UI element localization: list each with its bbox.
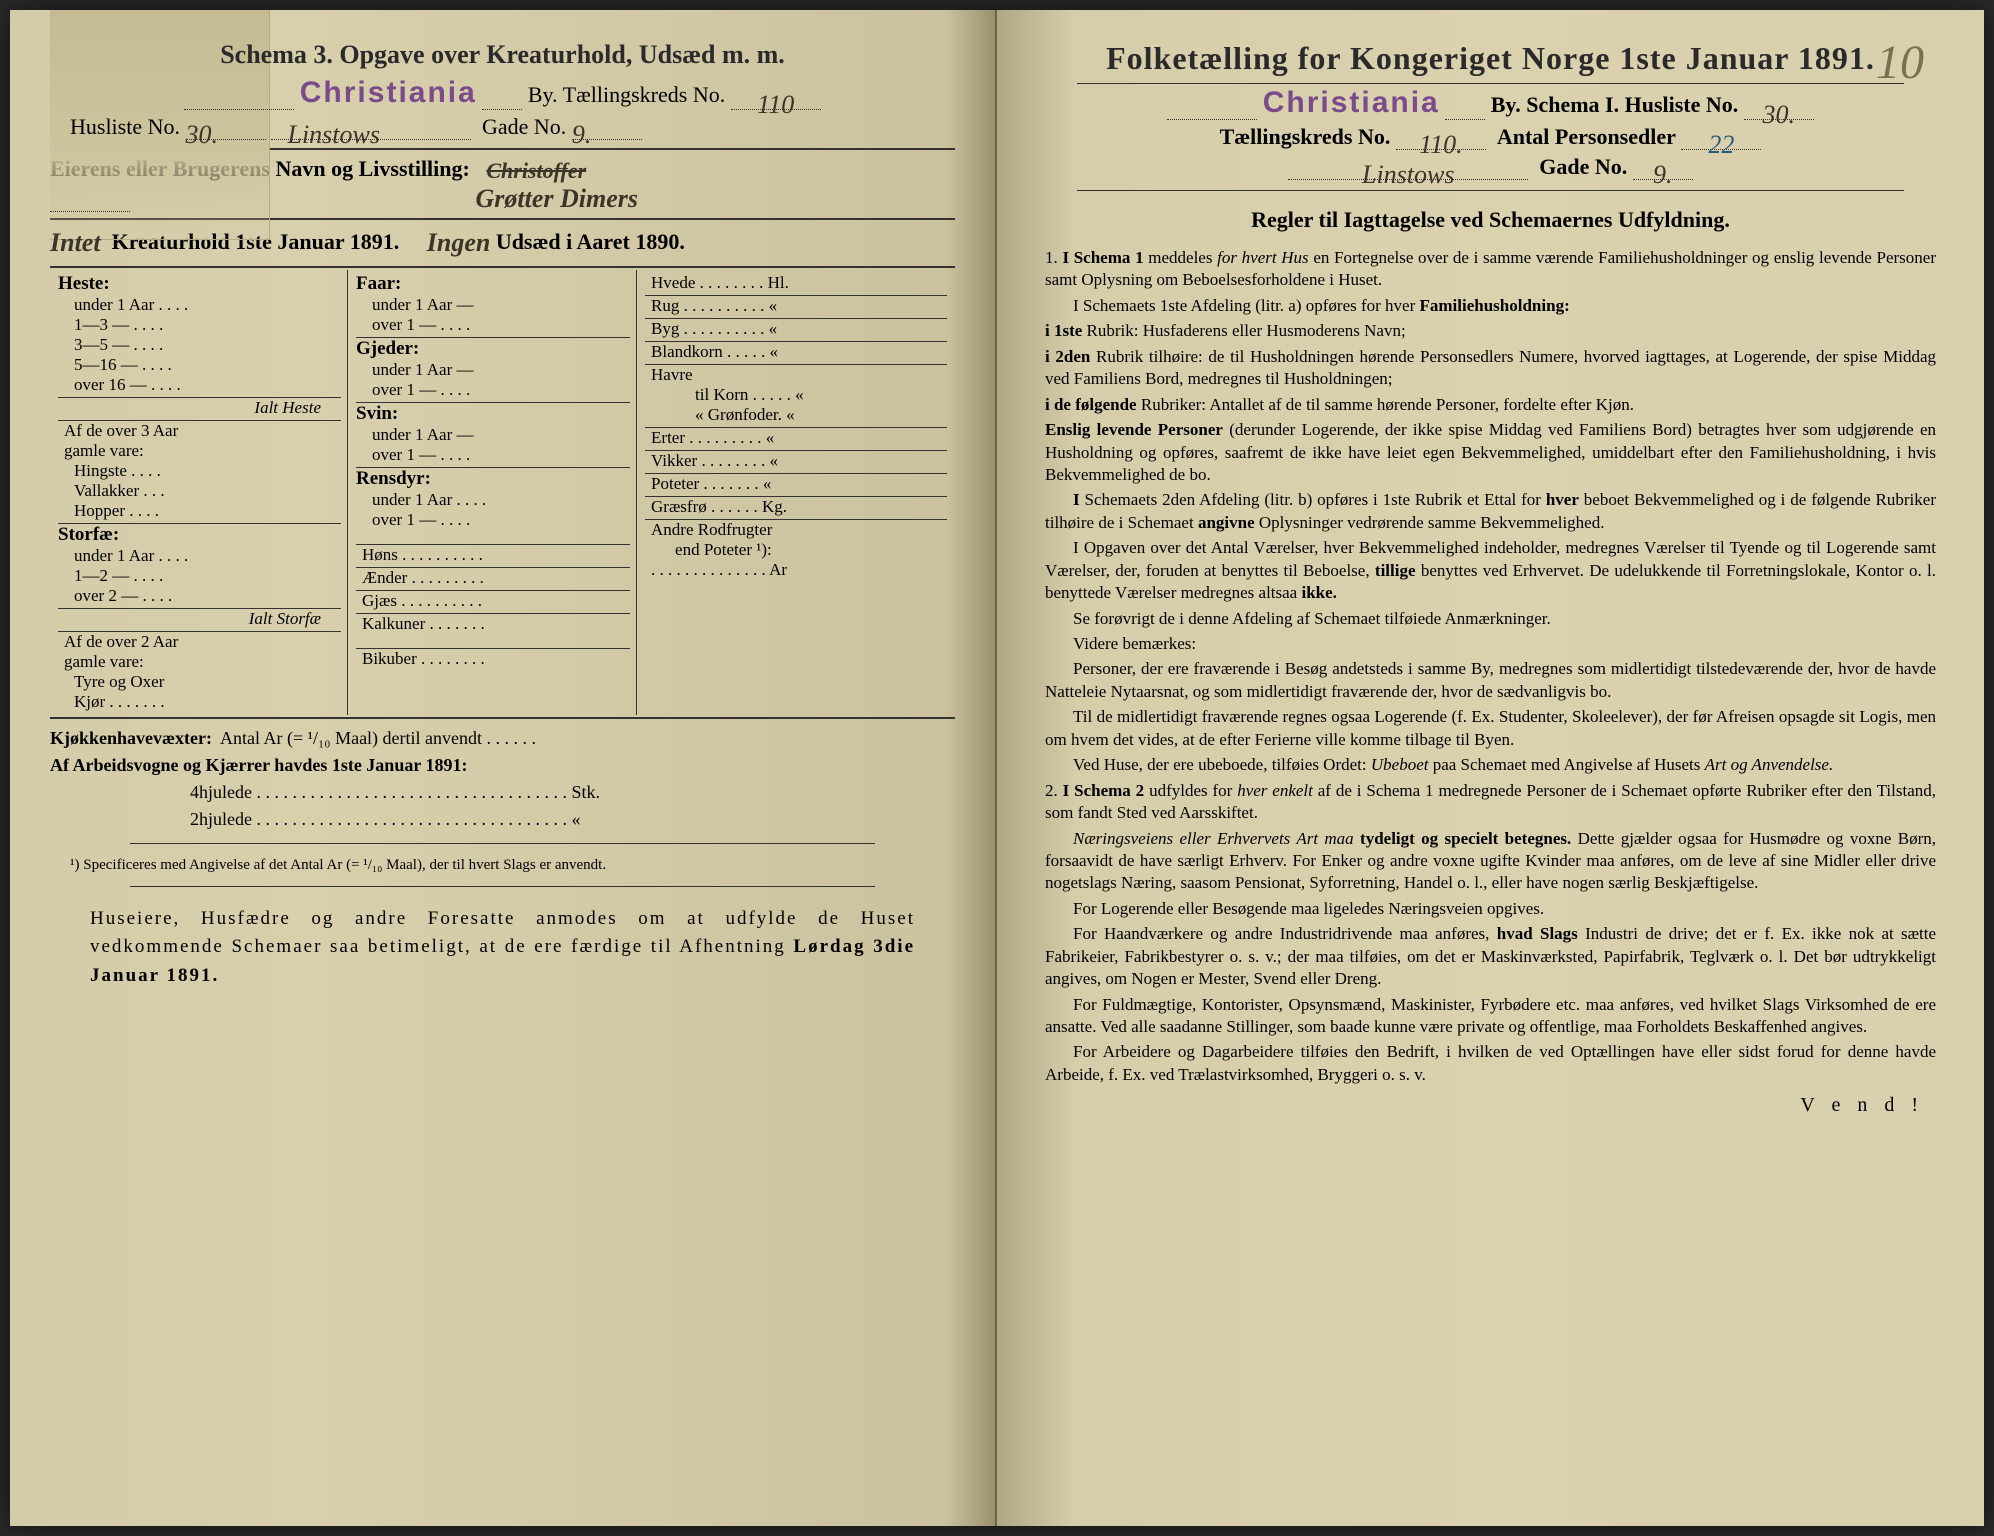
husliste-label: Husliste No. [70, 114, 180, 139]
ialt-heste: Ialt Heste [58, 398, 341, 418]
right-page: 10 Folketælling for Kongeriget Norge 1st… [997, 10, 1984, 1526]
gjaes: Gjæs . . . . . . . . . . [356, 591, 630, 611]
af2: Af de over 2 Aar [58, 632, 341, 652]
city-line-r: Christiania By. Schema I. Husliste No. 3… [1037, 86, 1944, 120]
hvede: Hvede . . . . . . . . Hl. [645, 273, 947, 293]
faar-r1: under 1 Aar — [356, 295, 630, 315]
af3: Af de over 3 Aar [58, 421, 341, 441]
gamle2: gamle vare: [58, 652, 341, 672]
footnote: ¹) Specificeres med Angivelse af det Ant… [50, 856, 955, 876]
arbeidsvogne-label: Af Arbeidsvogne og Kjærrer havdes 1ste J… [50, 755, 468, 775]
city-line: Christiania By. Tællingskreds No. 110 [50, 76, 955, 110]
tilkorn: til Korn . . . . . « [645, 385, 947, 405]
faar-head: Faar: [356, 273, 630, 295]
graesfro: Græsfrø . . . . . . Kg. [645, 497, 947, 517]
gade-name: Linstows [288, 120, 381, 149]
storfae-r3: over 2 — . . . . [58, 586, 341, 606]
svin-head: Svin: [356, 403, 630, 425]
rug: Rug . . . . . . . . . . « [645, 296, 947, 316]
byg: Byg . . . . . . . . . . « [645, 319, 947, 339]
gjeder-r1: under 1 Aar — [356, 360, 630, 380]
rensdyr-head: Rensdyr: [356, 468, 630, 490]
rensdyr-r2: over 1 — . . . . [356, 510, 630, 530]
kalkuner: Kalkuner . . . . . . . [356, 614, 630, 634]
heste-r5: over 16 — . . . . [58, 375, 341, 395]
kjokken: Kjøkkenhavevæxter: [50, 728, 212, 748]
gade-no: 9. [572, 120, 592, 149]
kjor: Kjør . . . . . . . [58, 692, 341, 712]
aender: Ænder . . . . . . . . . [356, 568, 630, 588]
ar: . . . . . . . . . . . . . . Ar [645, 560, 947, 580]
endpoteter: end Poteter ¹): [645, 540, 947, 560]
storfae-r1: under 1 Aar . . . . [58, 546, 341, 566]
by-label: By. Tællingskreds No. [528, 82, 725, 107]
blandkorn: Blandkorn . . . . . « [645, 342, 947, 362]
heste-head: Heste: [58, 273, 341, 295]
heste-r4: 5—16 — . . . . [58, 355, 341, 375]
udsaed-prefix: Ingen [427, 228, 491, 257]
city-stamp: Christiania [300, 76, 477, 110]
city-stamp-r: Christiania [1263, 86, 1440, 120]
heste-r3: 3—5 — . . . . [58, 335, 341, 355]
livestock-table: Heste: under 1 Aar . . . . 1—3 — . . . .… [50, 266, 955, 719]
hjul2: 2hjulede . . . . . . . . . . . . . . . .… [50, 806, 955, 833]
vikker: Vikker . . . . . . . . « [645, 451, 947, 471]
faar-r2: over 1 — . . . . [356, 315, 630, 335]
bottom-section: Kjøkkenhavevæxter: Antal Ar (= ¹/₁₀ Maal… [50, 725, 955, 833]
rensdyr-r1: under 1 Aar . . . . [356, 490, 630, 510]
gade-label: Gade No. [482, 114, 566, 139]
hingste: Hingste . . . . [58, 461, 341, 481]
gade-line-r: Linstows Gade No. 9. [1037, 154, 1944, 180]
bikuber: Bikuber . . . . . . . . [356, 649, 630, 669]
vend: V e n d ! [1037, 1094, 1944, 1117]
gjeder-r2: over 1 — . . . . [356, 380, 630, 400]
storfae-r2: 1—2 — . . . . [58, 566, 341, 586]
havre: Havre [645, 365, 947, 385]
hopper: Hopper . . . . [58, 501, 341, 521]
husliste-no: 30. [186, 120, 219, 149]
kreds-label-r: Tællingskreds No. [1220, 124, 1391, 149]
poteter: Poteter . . . . . . . « [645, 474, 947, 494]
hjul4: 4hjulede . . . . . . . . . . . . . . . .… [50, 779, 955, 806]
by-label-r: By. Schema I. Husliste No. [1491, 92, 1739, 117]
storfae-head: Storfæ: [58, 524, 341, 546]
erter: Erter . . . . . . . . . « [645, 428, 947, 448]
tyre: Tyre og Oxer [58, 672, 341, 692]
hons: Høns . . . . . . . . . . [356, 545, 630, 565]
ialt-storfae: Ialt Storfæ [58, 609, 341, 629]
gamle: gamle vare: [58, 441, 341, 461]
rules-body: 1. I Schema 1 meddeles for hvert Hus en … [1037, 247, 1944, 1086]
vallakker: Vallakker . . . [58, 481, 341, 501]
svin-r1: under 1 Aar — [356, 425, 630, 445]
eier-scratch: Christoffer [486, 158, 586, 183]
left-page: Schema 3. Opgave over Kreaturhold, Udsæd… [10, 10, 997, 1526]
gade-no-r: 9. [1653, 160, 1673, 189]
udsaed-label: Udsæd i Aaret 1890. [496, 229, 685, 254]
heste-r2: 1—3 — . . . . [58, 315, 341, 335]
heste-r1: under 1 Aar . . . . [58, 295, 341, 315]
gade-label-r: Gade No. [1539, 154, 1627, 179]
husliste-line: Husliste No. 30. Linstows Gade No. 9. [50, 114, 955, 140]
gjeder-head: Gjeder: [356, 338, 630, 360]
andre: Andre Rodfrugter [645, 520, 947, 540]
kreds-line-r: Tællingskreds No. 110. Antal Personsedle… [1037, 124, 1944, 150]
antal-label: Antal Personsedler [1497, 124, 1676, 149]
census-title: Folketælling for Kongeriget Norge 1ste J… [1037, 40, 1944, 77]
census-book-spread: Schema 3. Opgave over Kreaturhold, Udsæd… [10, 10, 1984, 1526]
closing-text: Huseiere, Husfædre og andre Foresatte an… [50, 905, 955, 991]
schema3-title: Schema 3. Opgave over Kreaturhold, Udsæd… [50, 40, 955, 70]
svin-r2: over 1 — . . . . [356, 445, 630, 465]
eier-value: Grøtter Dimers [476, 184, 639, 213]
regler-title: Regler til Iagttagelse ved Schemaernes U… [1037, 207, 1944, 233]
kreatur-prefix: Intet [50, 228, 101, 257]
gade-name-r: Linstows [1362, 160, 1455, 189]
gronfoder: « Grønfoder. « [645, 405, 947, 425]
